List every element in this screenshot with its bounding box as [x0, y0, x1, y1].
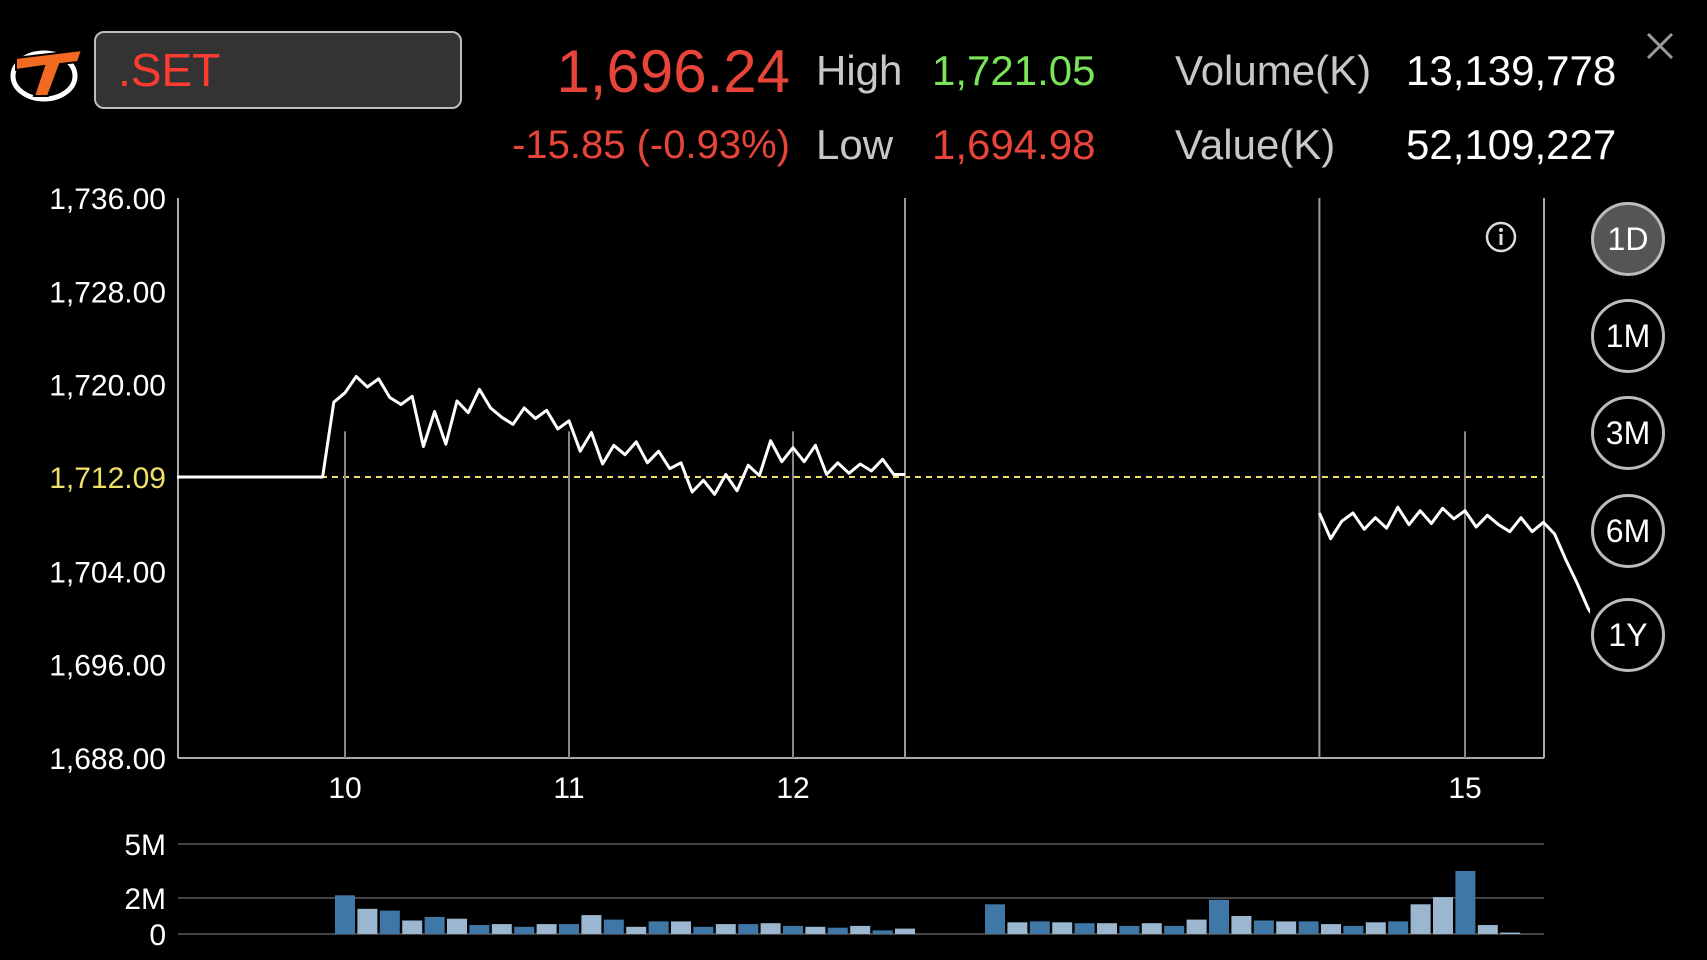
volume-bar	[693, 926, 714, 934]
low-label: Low	[816, 121, 894, 168]
volume-bar	[1164, 925, 1185, 934]
brand-logo	[10, 48, 84, 102]
volume-bar	[357, 908, 378, 934]
volume-bar	[985, 904, 1005, 934]
volume-value: 13,139,778	[1406, 47, 1617, 94]
value-value: 52,109,227	[1406, 121, 1617, 168]
volume-bar	[559, 924, 579, 934]
volume-bar	[1388, 921, 1409, 934]
volume-bar	[1052, 922, 1073, 934]
period-button-3m[interactable]: 3M	[1591, 396, 1665, 470]
y-tick-label: 1,712.09	[49, 462, 166, 495]
volume-bar	[715, 924, 736, 934]
volume-bar	[1365, 922, 1386, 934]
volume-bar	[514, 926, 535, 934]
y-tick-label: 1,720.00	[49, 370, 166, 403]
volume-bar	[805, 926, 826, 934]
y-tick-label: 1,728.00	[49, 276, 166, 309]
volume-bar	[626, 926, 647, 934]
value-label: Value(K)	[1175, 121, 1336, 168]
volume-bar	[469, 925, 490, 934]
volume-y-tick-label: 0	[149, 919, 166, 952]
volume-bar	[1029, 921, 1050, 934]
y-tick-label: 1,688.00	[49, 743, 166, 776]
info-icon[interactable]	[1484, 220, 1518, 254]
volume-bar	[1433, 897, 1453, 934]
price-chart: 1,736.00 1,728.00 1,720.00 1,712.09 1,704.00…	[49, 183, 1590, 952]
volume-bar	[1321, 924, 1341, 934]
volume-bar	[1455, 871, 1476, 934]
volume-bar	[671, 921, 691, 934]
volume-bar	[1186, 919, 1207, 934]
volume-bar	[738, 924, 759, 934]
high-value: 1,721.05	[932, 47, 1096, 94]
volume-bar	[1097, 923, 1117, 934]
period-button-6m[interactable]: 6M	[1591, 494, 1665, 568]
price-change: -15.85 (-0.93%)	[512, 123, 790, 167]
volume-bar	[1141, 923, 1162, 934]
x-tick-label: 10	[328, 772, 361, 805]
volume-bar	[648, 921, 669, 934]
volume-bar	[581, 915, 602, 934]
volume-bar	[760, 923, 781, 934]
volume-bar	[1007, 922, 1028, 934]
close-icon[interactable]	[1640, 26, 1680, 66]
symbol-input[interactable]: .SET	[94, 31, 462, 109]
volume-bar	[491, 924, 512, 934]
price-series-line	[177, 375, 1590, 614]
high-label: High	[816, 47, 903, 94]
volume-bar	[1500, 932, 1521, 934]
volume-bar	[1253, 920, 1274, 934]
period-button-1y[interactable]: 1Y	[1591, 598, 1665, 672]
volume-bar	[335, 895, 355, 934]
volume-bar	[424, 916, 445, 934]
period-button-1m[interactable]: 1M	[1591, 299, 1665, 373]
volume-bar	[1119, 925, 1140, 934]
y-tick-label: 1,696.00	[49, 650, 166, 683]
last-price: 1,696.24	[556, 38, 790, 105]
volume-y-tick-label: 2M	[124, 883, 166, 916]
volume-bar	[827, 927, 848, 934]
volume-bar	[895, 928, 915, 934]
volume-bar	[1298, 921, 1319, 934]
period-button-1d[interactable]: 1D	[1591, 202, 1665, 276]
volume-bar	[536, 924, 557, 934]
volume-bar	[1074, 923, 1095, 934]
x-tick-label: 11	[553, 772, 584, 805]
volume-bar	[603, 919, 624, 934]
volume-bar	[1343, 925, 1364, 934]
volume-bar	[1477, 925, 1498, 934]
volume-bar	[850, 925, 871, 934]
y-tick-label: 1,736.00	[49, 183, 166, 216]
volume-bar	[783, 925, 803, 934]
volume-bar	[1231, 916, 1252, 934]
y-tick-label: 1,704.00	[49, 556, 166, 589]
low-value: 1,694.98	[932, 121, 1096, 168]
volume-bar	[1209, 899, 1229, 934]
x-tick-label: 15	[1448, 772, 1481, 805]
volume-bar	[402, 920, 423, 934]
volume-bar	[379, 910, 400, 934]
x-tick-label: 12	[776, 772, 809, 805]
volume-y-tick-label: 5M	[124, 829, 166, 862]
volume-label: Volume(K)	[1175, 47, 1372, 94]
volume-bar	[447, 918, 467, 934]
volume-bar	[1410, 904, 1431, 934]
volume-bar	[872, 930, 893, 934]
volume-bar	[1276, 921, 1297, 934]
